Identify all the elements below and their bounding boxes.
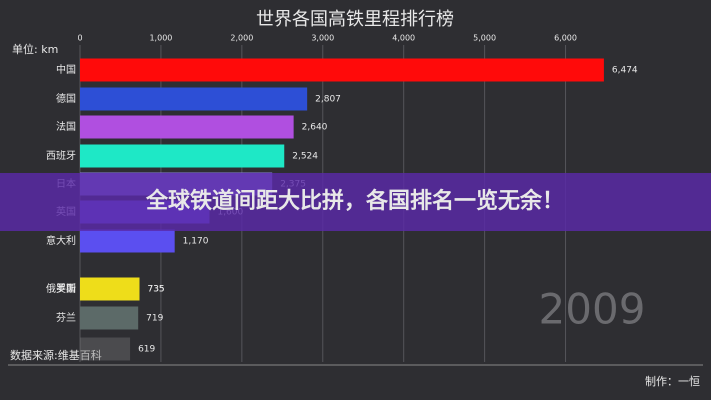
y-tick-label: 芬兰 (56, 311, 76, 324)
bar (80, 144, 285, 168)
y-tick-label: 意大利 (46, 234, 76, 247)
y-tick-label: 西班牙 (46, 150, 76, 162)
value-label: 735 (147, 285, 164, 295)
value-label: 735 (147, 285, 164, 295)
y-tick-label: 美国 (56, 282, 76, 295)
banner-band (0, 173, 711, 231)
bar (80, 229, 175, 253)
x-tick-label: 0 (77, 34, 82, 43)
x-tick-label: 3,000 (311, 34, 334, 43)
x-tick-label: 2,000 (230, 34, 253, 43)
bar (80, 337, 131, 361)
x-tick-label: 1,000 (149, 34, 172, 43)
banner-text: 全球铁道间距大比拼，各国排名一览无余！ (145, 188, 564, 214)
credit: 制作：一恒 (645, 375, 700, 388)
bar (80, 58, 604, 82)
x-tick-label: 6,000 (554, 34, 577, 43)
source: 数据来源:维基百科 (10, 348, 102, 362)
x-tick-label: 4,000 (392, 34, 415, 43)
bar (80, 306, 139, 330)
bar (80, 115, 294, 139)
value-label: 719 (146, 314, 163, 324)
unit-label: 单位: km (12, 42, 58, 56)
value-label: 619 (138, 345, 155, 355)
value-label: 2,640 (302, 123, 328, 133)
x-tick-label: 5,000 (473, 34, 496, 43)
bar (80, 87, 308, 111)
value-label: 6,474 (612, 66, 638, 76)
y-tick-label: 俄罗斯 (46, 282, 76, 295)
y-tick-label: 德国 (56, 92, 76, 105)
chart-title: 世界各国高铁里程排行榜 (256, 9, 454, 30)
bar (80, 277, 140, 301)
value-label: 2,524 (292, 152, 318, 162)
y-tick-label: 中国 (56, 63, 76, 76)
value-label: 2,807 (315, 95, 341, 105)
y-tick-label: 法国 (56, 120, 76, 133)
value-label: 1,170 (183, 237, 209, 247)
year-label: 2009 (539, 285, 646, 334)
